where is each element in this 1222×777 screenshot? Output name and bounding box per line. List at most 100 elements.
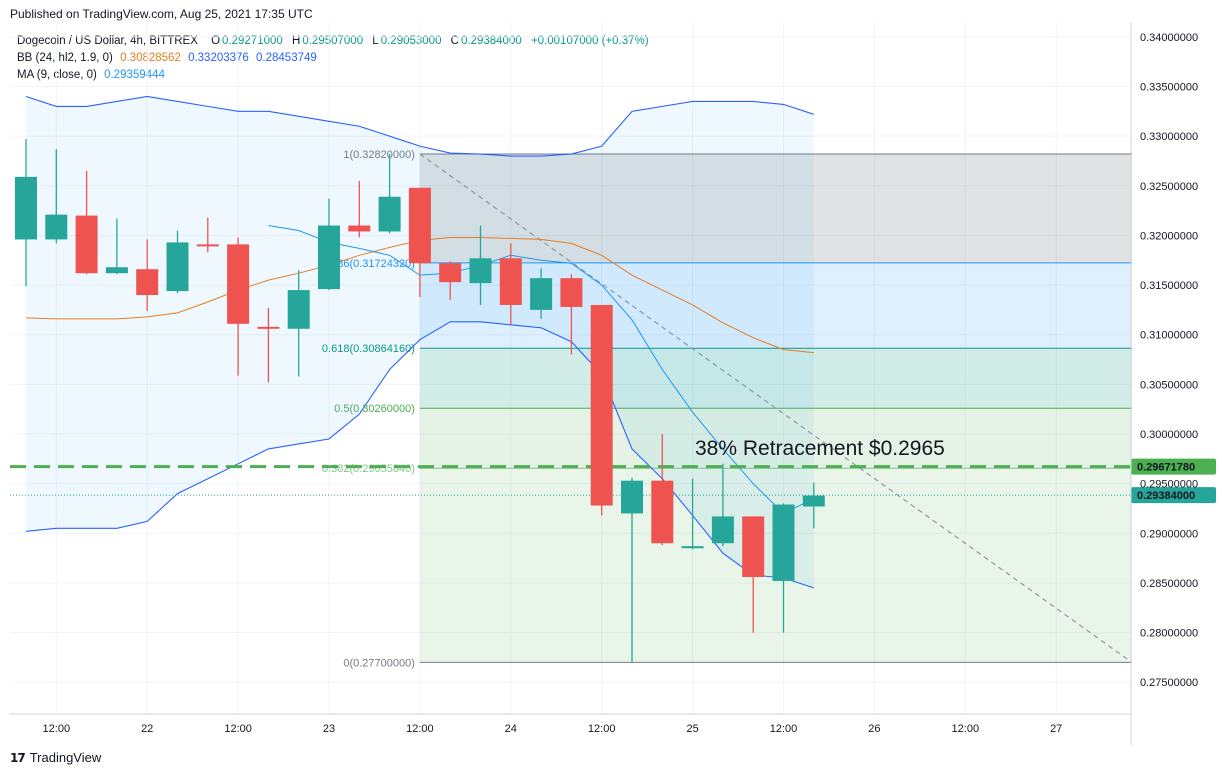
low-label: L: [372, 35, 379, 47]
y-tick-label: 0.30000000: [1140, 429, 1198, 441]
candles[interactable]: [15, 139, 825, 663]
candle[interactable]: [530, 268, 553, 319]
published-note: Published on TradingView.com, Aug 25, 20…: [10, 7, 313, 21]
candle[interactable]: [742, 516, 765, 633]
x-tick-label: 24: [505, 723, 517, 735]
y-tick-label: 0.34000000: [1140, 32, 1198, 44]
candle[interactable]: [227, 237, 250, 376]
candle[interactable]: [45, 149, 68, 244]
candle-body: [469, 258, 492, 284]
last-price-value: 0.29384000: [1137, 490, 1195, 502]
candle-body: [621, 480, 643, 514]
support-level-value: 0.29671780: [1137, 462, 1195, 474]
candle[interactable]: [590, 304, 613, 516]
fib-level-label: 0.786(0.31724320): [322, 258, 415, 270]
y-tick-label: 0.33000000: [1140, 131, 1198, 143]
x-tick-label: 25: [686, 723, 698, 735]
bb-lower-value: 0.28453749: [256, 52, 317, 64]
candle[interactable]: [287, 270, 310, 377]
y-tick-label: 0.31000000: [1140, 330, 1198, 342]
x-tick-label: 26: [868, 723, 880, 735]
open-value: 0.29271000: [222, 35, 283, 47]
candle[interactable]: [318, 198, 340, 291]
tradingview-logo-icon: 𝟭𝟳: [10, 750, 26, 765]
candle[interactable]: [469, 225, 492, 305]
candle[interactable]: [802, 482, 825, 529]
candle[interactable]: [651, 434, 674, 546]
x-tick-label: 12:00: [224, 723, 252, 735]
candle-body: [772, 504, 795, 581]
x-tick-label: 12:00: [770, 723, 798, 735]
candle[interactable]: [711, 463, 734, 547]
candle[interactable]: [772, 503, 795, 633]
candle-body: [742, 516, 765, 577]
candle[interactable]: [621, 477, 643, 663]
candle[interactable]: [348, 180, 371, 238]
candle[interactable]: [136, 239, 159, 311]
candle-body: [711, 516, 734, 544]
high-label: H: [292, 35, 301, 47]
candle-body: [560, 278, 583, 307]
retracement-annotation[interactable]: 38% Retracement $0.2965: [695, 437, 945, 460]
candle[interactable]: [166, 230, 189, 294]
bb-upper-value: 0.33203376: [188, 52, 249, 64]
candle-body: [105, 267, 128, 274]
candle[interactable]: [105, 218, 128, 275]
y-tick-label: 0.33500000: [1140, 82, 1198, 94]
fib-retracement[interactable]: 1(0.32820000) 0.786(0.31724320) 0.618(0.30…: [322, 149, 1133, 669]
close-value: 0.29384000: [460, 35, 522, 47]
low-value: 0.29053000: [380, 35, 442, 47]
fib-level-label: 0(0.27700000): [343, 657, 415, 669]
candle[interactable]: [681, 478, 704, 550]
bb-band-fill: [26, 96, 814, 588]
fib-level-label: 0.5(0.30260000): [334, 403, 415, 415]
candle-body: [499, 258, 522, 305]
fib-level-label: 1(0.32820000): [343, 149, 415, 161]
y-tick-label: 0.28500000: [1140, 578, 1198, 590]
fib-level-label: 0.618(0.30864160): [322, 343, 415, 355]
candle-body: [408, 187, 431, 264]
candle[interactable]: [15, 139, 37, 287]
y-tick-label: 0.29500000: [1140, 479, 1198, 491]
y-tick-label: 0.31500000: [1140, 280, 1198, 292]
candle[interactable]: [408, 187, 431, 298]
candle-body: [75, 215, 98, 274]
chart-legend: Dogecoin / US Dollar, 4h, BITTREX O 0.292…: [17, 33, 649, 84]
candle[interactable]: [439, 261, 462, 300]
fib-trend-line[interactable]: [419, 153, 1133, 663]
candle[interactable]: [499, 243, 522, 325]
legend-symbol-row: Dogecoin / US Dollar, 4h, BITTREX O 0.292…: [17, 33, 649, 50]
candle[interactable]: [75, 170, 98, 275]
candle[interactable]: [257, 307, 280, 383]
axes: 12:00 22 12:00 23 12:00 24 12:00 25 12:00 26 12:00…: [10, 22, 1198, 745]
candle[interactable]: [560, 274, 583, 355]
ma-value: 0.29359444: [104, 69, 165, 81]
high-value: 0.29507000: [302, 35, 364, 47]
y-tick-label: 0.32000000: [1140, 230, 1198, 242]
legend-bb-row[interactable]: BB (24, hl2, 1.9, 0) 0.30828562 0.332033…: [17, 50, 649, 67]
fib-zone: [419, 408, 1132, 469]
candle-body: [348, 225, 371, 232]
y-tick-label: 0.29000000: [1140, 528, 1198, 540]
candle-body: [590, 304, 613, 506]
brand-name: TradingView: [29, 750, 102, 765]
close-label: C: [450, 35, 459, 47]
footer-brand[interactable]: 𝟭𝟳 TradingView: [10, 750, 101, 765]
fib-zone: [419, 154, 1132, 263]
candle-body: [318, 225, 340, 290]
candle-body: [378, 196, 401, 232]
x-tick-label: 12:00: [43, 723, 71, 735]
candle[interactable]: [378, 154, 401, 234]
y-tick-label: 0.27500000: [1140, 677, 1198, 689]
open-label: O: [211, 35, 221, 47]
candle-body: [530, 278, 553, 310]
x-tick-label: 23: [323, 723, 335, 735]
last-price-badge: [1131, 487, 1216, 504]
symbol-name[interactable]: Dogecoin / US Dollar, 4h, BITTREX: [17, 35, 198, 47]
candle[interactable]: [196, 217, 219, 253]
candle-body: [681, 546, 704, 549]
candle-body: [257, 326, 280, 329]
legend-ma-row[interactable]: MA (9, close, 0) 0.29359444: [17, 67, 649, 84]
x-tick-label: 27: [1050, 723, 1062, 735]
